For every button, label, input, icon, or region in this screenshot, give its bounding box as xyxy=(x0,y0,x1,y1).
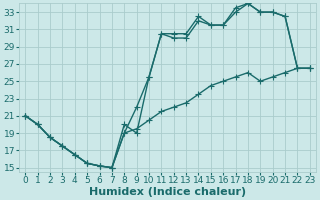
X-axis label: Humidex (Indice chaleur): Humidex (Indice chaleur) xyxy=(89,187,246,197)
